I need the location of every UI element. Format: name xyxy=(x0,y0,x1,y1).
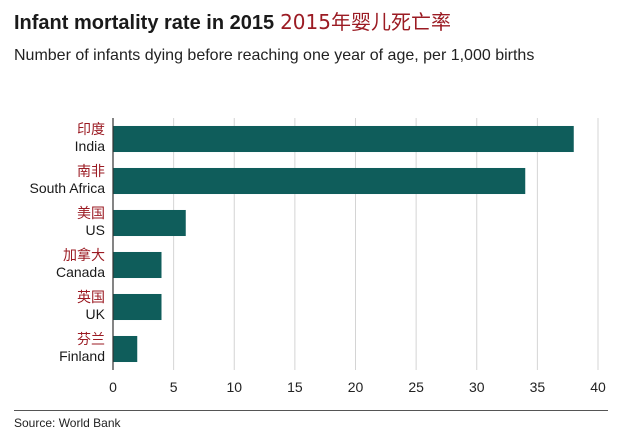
title-chinese: 2015年婴儿死亡率 xyxy=(280,10,451,34)
x-tick-label: 30 xyxy=(469,379,485,395)
bar xyxy=(113,293,162,321)
x-tick-label: 40 xyxy=(590,379,606,395)
category-label-chinese: 英国 xyxy=(77,289,105,306)
bar xyxy=(113,335,138,363)
title-english: Infant mortality rate in 2015 xyxy=(14,12,275,34)
chart-subtitle: Number of infants dying before reaching … xyxy=(14,47,535,64)
bar xyxy=(113,167,526,195)
category-label-chinese: 美国 xyxy=(77,206,105,222)
x-tick-label: 0 xyxy=(109,379,117,395)
x-tick-label: 35 xyxy=(530,379,546,395)
category-label: UK xyxy=(86,306,106,322)
category-label: Finland xyxy=(59,348,105,364)
category-label: South Africa xyxy=(30,180,106,196)
source-divider xyxy=(14,410,608,411)
category-label-chinese: 印度 xyxy=(77,122,105,138)
bar xyxy=(113,209,186,237)
chart-title: Infant mortality rate in 2015 2015年婴儿死亡率 xyxy=(14,6,451,35)
x-tick-label: 25 xyxy=(408,379,424,395)
x-tick-label: 15 xyxy=(287,379,303,395)
bar xyxy=(113,125,574,153)
category-label-chinese: 芬兰 xyxy=(77,332,105,348)
x-tick-label: 5 xyxy=(170,379,178,395)
x-tick-label: 20 xyxy=(348,379,364,395)
bar xyxy=(113,251,162,279)
x-tick-label: 10 xyxy=(226,379,242,395)
category-label-chinese: 加拿大 xyxy=(63,247,105,264)
source-note: Source: World Bank xyxy=(14,416,121,430)
category-label: Canada xyxy=(56,264,105,280)
category-label: US xyxy=(86,222,105,238)
category-label: India xyxy=(75,138,106,154)
category-label-chinese: 南非 xyxy=(77,164,105,180)
